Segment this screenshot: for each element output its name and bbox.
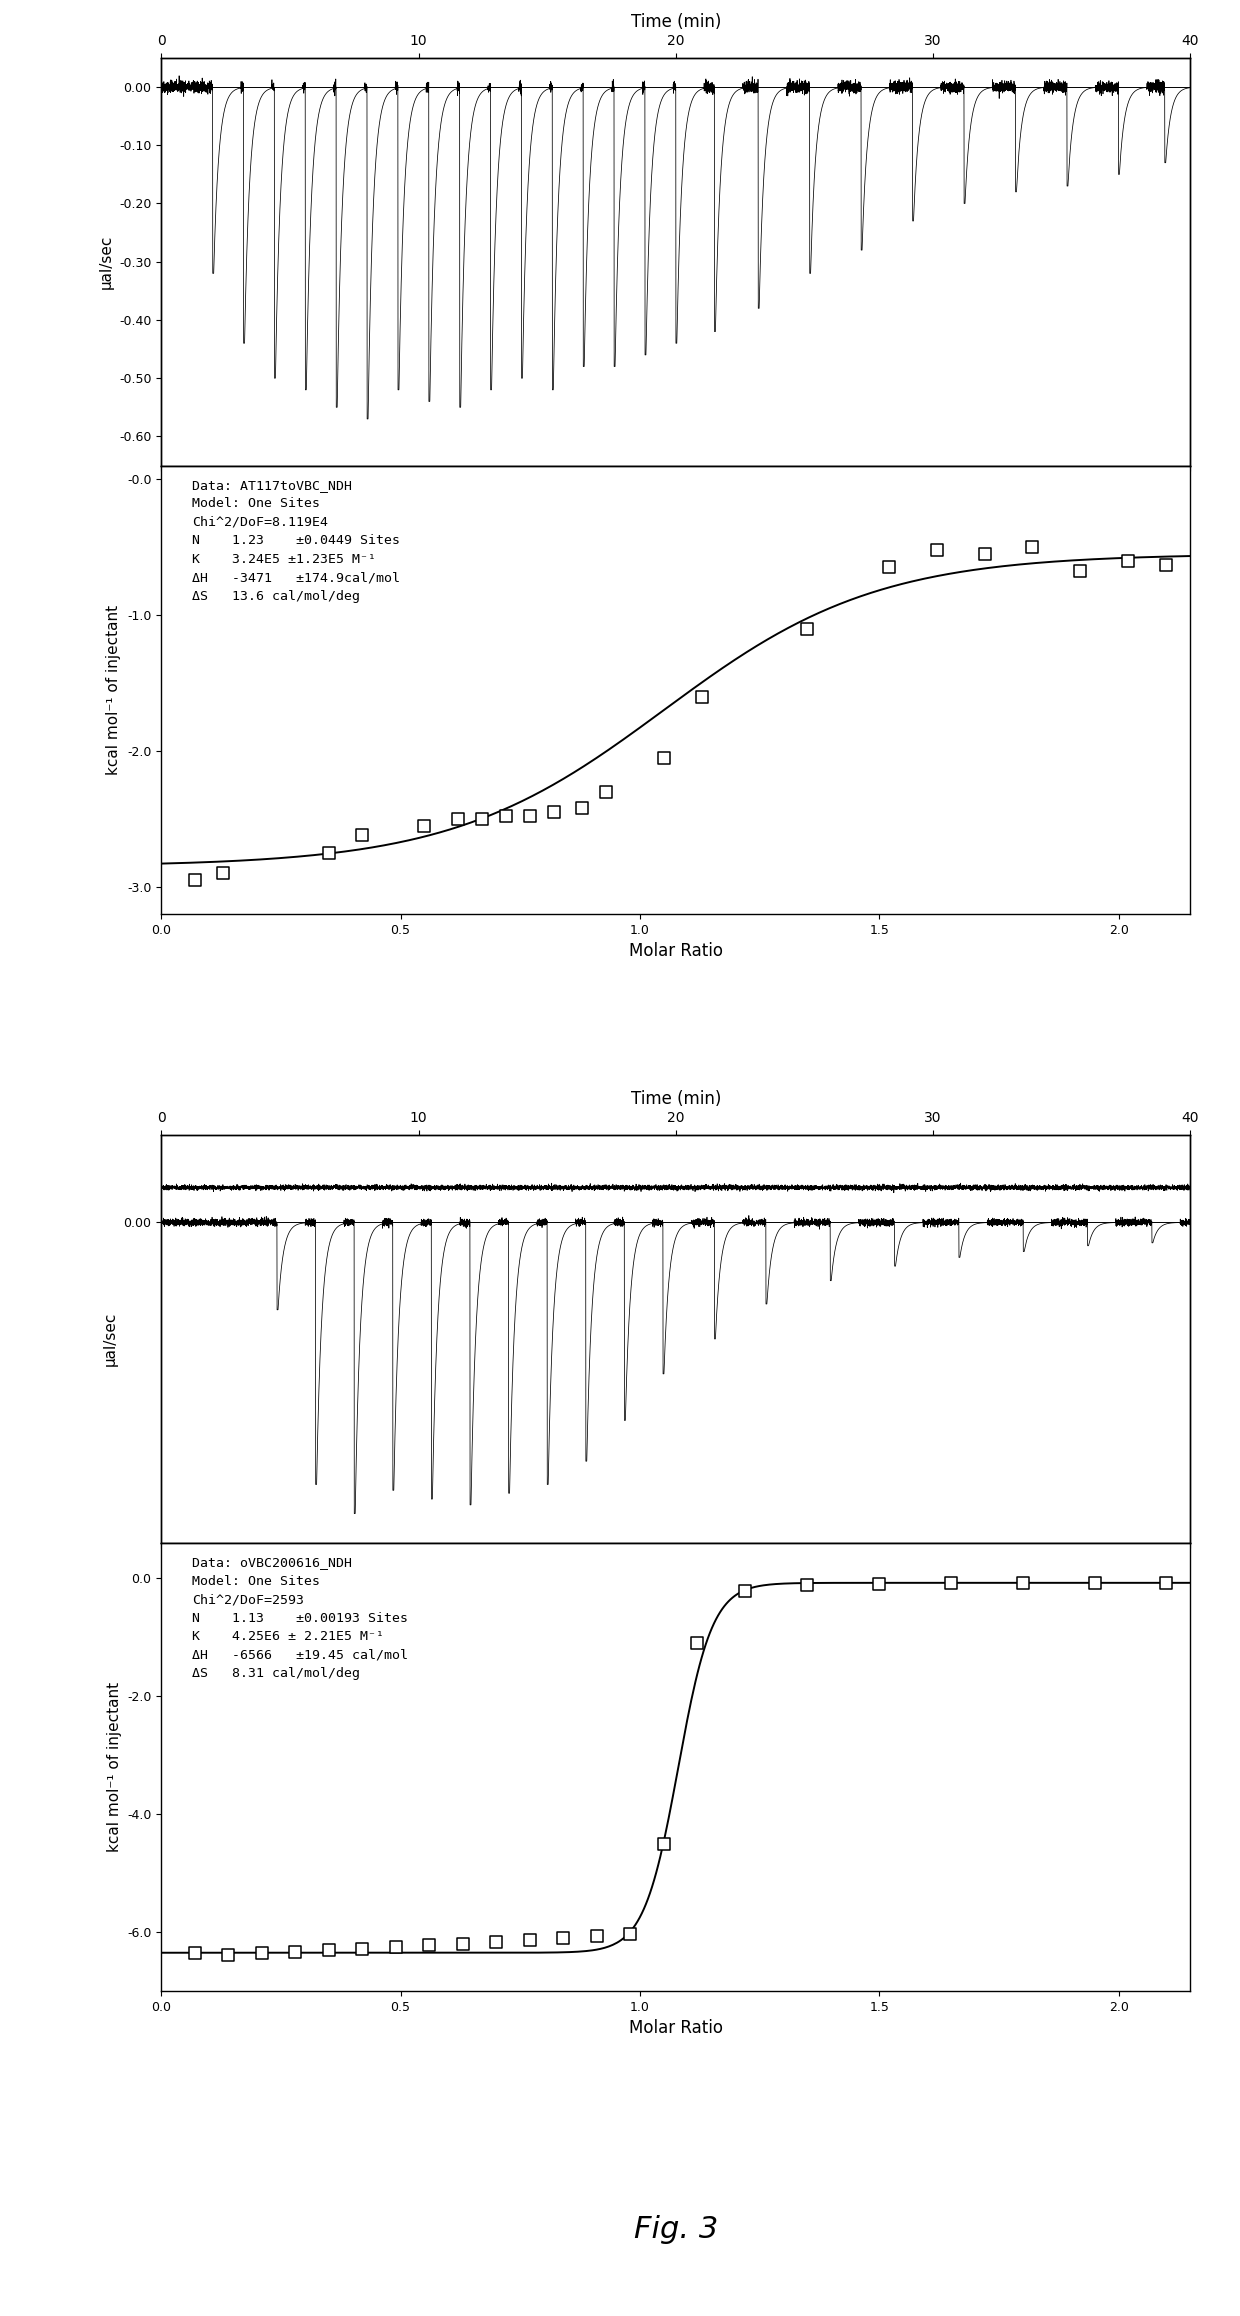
Point bbox=[596, 774, 616, 811]
X-axis label: Time (min): Time (min) bbox=[631, 14, 720, 30]
Point bbox=[692, 679, 712, 716]
Point bbox=[1013, 1563, 1033, 1600]
Point bbox=[448, 801, 467, 838]
Point bbox=[1085, 1563, 1105, 1600]
Text: Data: AT117toVBC_NDH
Model: One Sites
Chi^2/DoF=8.119E4
N    1.23    ±0.0449 Sit: Data: AT117toVBC_NDH Model: One Sites Ch… bbox=[192, 479, 401, 602]
Point bbox=[213, 855, 233, 892]
Point bbox=[869, 1566, 889, 1603]
Point bbox=[319, 834, 339, 871]
Point bbox=[620, 1915, 640, 1952]
X-axis label: Time (min): Time (min) bbox=[631, 1091, 720, 1109]
Y-axis label: kcal mol⁻¹ of injectant: kcal mol⁻¹ of injectant bbox=[107, 1681, 122, 1853]
Point bbox=[352, 818, 372, 855]
Point bbox=[1070, 554, 1090, 591]
Point bbox=[926, 530, 946, 567]
Point bbox=[185, 862, 205, 899]
Y-axis label: μal/sec: μal/sec bbox=[98, 234, 113, 290]
Point bbox=[587, 1918, 606, 1955]
Point bbox=[544, 794, 564, 831]
Y-axis label: kcal mol⁻¹ of injectant: kcal mol⁻¹ of injectant bbox=[107, 604, 122, 776]
Point bbox=[319, 1932, 339, 1969]
Point bbox=[386, 1929, 405, 1966]
X-axis label: Molar Ratio: Molar Ratio bbox=[629, 2020, 723, 2038]
Point bbox=[553, 1920, 573, 1957]
Point bbox=[975, 535, 994, 572]
Text: Data: oVBC200616_NDH
Model: One Sites
Chi^2/DoF=2593
N    1.13    ±0.00193 Sites: Data: oVBC200616_NDH Model: One Sites Ch… bbox=[192, 1556, 408, 1679]
Text: Fig. 3: Fig. 3 bbox=[634, 2214, 718, 2244]
Point bbox=[687, 1624, 707, 1661]
Point bbox=[419, 1927, 439, 1964]
Point bbox=[1157, 1563, 1177, 1600]
Point bbox=[573, 790, 593, 827]
Point bbox=[735, 1573, 755, 1610]
Point bbox=[496, 797, 516, 834]
Point bbox=[879, 549, 899, 586]
Point bbox=[520, 1922, 539, 1959]
Point bbox=[285, 1934, 305, 1971]
Point bbox=[797, 609, 817, 646]
Point bbox=[1023, 528, 1043, 565]
Point bbox=[414, 806, 434, 843]
Point bbox=[185, 1934, 205, 1971]
Point bbox=[472, 801, 492, 838]
Point bbox=[653, 1825, 673, 1862]
Point bbox=[453, 1925, 472, 1962]
Point bbox=[486, 1925, 506, 1962]
Point bbox=[520, 797, 539, 834]
Point bbox=[1118, 542, 1138, 579]
Point bbox=[653, 739, 673, 776]
Point bbox=[352, 1929, 372, 1966]
Point bbox=[941, 1563, 961, 1600]
Y-axis label: μal/sec: μal/sec bbox=[103, 1311, 118, 1366]
Point bbox=[797, 1566, 817, 1603]
Point bbox=[1157, 547, 1177, 584]
Point bbox=[252, 1934, 272, 1971]
X-axis label: Molar Ratio: Molar Ratio bbox=[629, 943, 723, 961]
Point bbox=[218, 1936, 238, 1973]
